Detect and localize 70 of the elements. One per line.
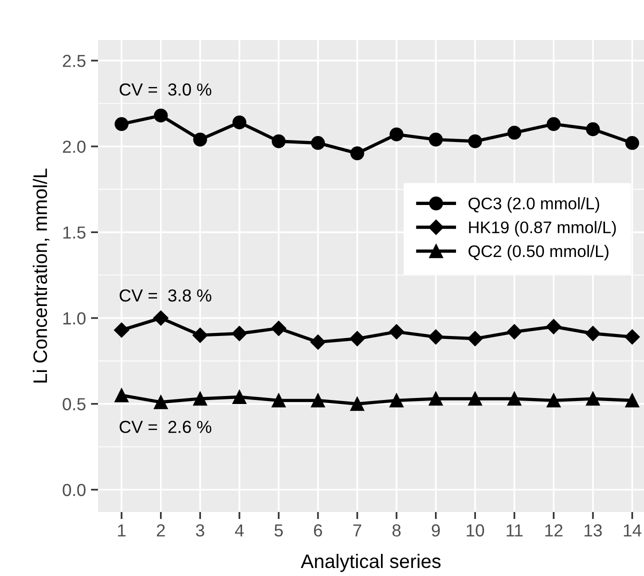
- point: [468, 392, 482, 406]
- x-tick-label: 14: [624, 524, 642, 536]
- legend-label: HK19 (0.87 mmol/L): [469, 221, 616, 237]
- point: [350, 396, 364, 411]
- point: [625, 136, 640, 150]
- point: [586, 122, 600, 136]
- point: [468, 331, 483, 346]
- point: [468, 134, 482, 148]
- point: [114, 117, 129, 132]
- point: [114, 322, 130, 338]
- x-tick-label: 7: [353, 524, 362, 536]
- point: [310, 334, 326, 350]
- point: [390, 127, 404, 142]
- point: [114, 388, 129, 402]
- point: [232, 326, 247, 342]
- point: [271, 320, 286, 336]
- y-tick-label: 2.5: [62, 54, 86, 68]
- point: [311, 136, 325, 150]
- y-tick-label: 1.0: [63, 312, 86, 325]
- point: [585, 326, 601, 342]
- point: [546, 393, 561, 408]
- point: [546, 117, 561, 132]
- point: [232, 115, 246, 130]
- point: [193, 392, 208, 406]
- point: [624, 329, 640, 344]
- point: [388, 324, 404, 340]
- point: [428, 329, 444, 344]
- annotation: CV = 3.8 %: [120, 289, 212, 302]
- annotation: CV = 3.0 %: [120, 83, 212, 96]
- point: [390, 393, 404, 408]
- point: [586, 392, 600, 406]
- point: [625, 393, 640, 408]
- point: [272, 393, 286, 408]
- x-axis-title: Analytical series: [300, 554, 441, 572]
- point: [232, 390, 246, 404]
- legend-label: QC2 (0.50 mmol/L): [468, 244, 608, 260]
- point: [428, 392, 443, 406]
- x-tick-label: 6: [314, 524, 322, 537]
- y-axis-title: Li Concentration, mmol/L: [32, 168, 50, 382]
- point: [192, 328, 208, 343]
- point: [350, 146, 364, 160]
- x-tick-label: 4: [234, 524, 244, 536]
- x-tick-label: 8: [392, 524, 401, 537]
- y-tick-label: 2.0: [62, 140, 86, 153]
- point: [507, 126, 522, 140]
- point: [154, 395, 168, 410]
- point: [193, 132, 208, 146]
- annotation: CV = 2.6 %: [120, 420, 212, 434]
- x-tick-label: 10: [466, 524, 484, 537]
- point: [272, 134, 286, 148]
- x-tick-label: 2: [156, 524, 165, 536]
- x-tick-label: 9: [432, 524, 440, 537]
- x-tick-label: 3: [196, 524, 204, 537]
- point: [153, 310, 168, 326]
- point: [154, 108, 168, 122]
- point: [428, 132, 443, 146]
- x-tick-label: 13: [584, 524, 602, 537]
- x-tick-label: 12: [545, 524, 562, 536]
- legend-label: QC3 (2.0 mmol/L): [468, 197, 600, 213]
- point: [507, 392, 522, 406]
- point: [506, 324, 522, 340]
- x-tick-label: 1: [118, 524, 126, 536]
- point: [311, 393, 325, 408]
- point: [546, 319, 562, 334]
- y-tick-label: 0.5: [62, 398, 86, 410]
- y-tick-label: 0.0: [62, 484, 86, 496]
- y-tick-label: 1.5: [63, 226, 86, 239]
- x-tick-label: 5: [274, 524, 283, 537]
- x-tick-label: 11: [506, 524, 523, 536]
- point: [350, 331, 365, 346]
